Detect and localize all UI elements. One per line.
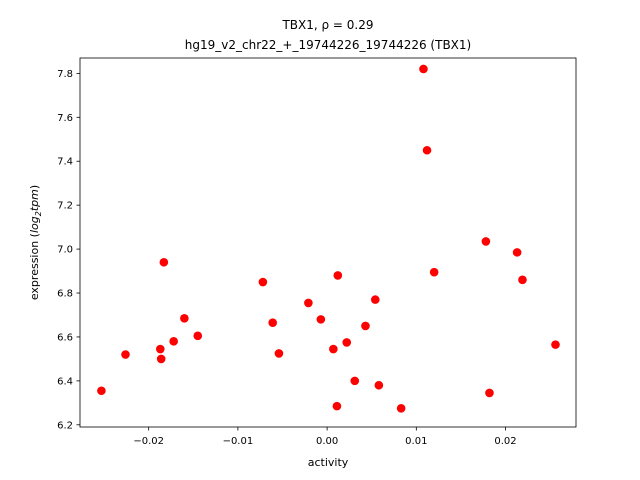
data-point xyxy=(155,344,165,354)
data-point xyxy=(342,338,352,347)
y-tick-label: 6.2 xyxy=(57,420,73,431)
data-point xyxy=(551,340,560,349)
y-tick-label: 7.0 xyxy=(57,245,73,256)
data-point xyxy=(121,350,130,359)
y-tick-label: 7.6 xyxy=(57,113,73,124)
x-tick-label: −0.01 xyxy=(223,436,254,447)
data-point xyxy=(156,354,166,364)
chart-subtitle: hg19_v2_chr22_+_19744226_19744226 (TBX1) xyxy=(185,38,471,52)
plot-background xyxy=(80,58,576,427)
data-point xyxy=(169,337,178,346)
data-point xyxy=(419,64,428,74)
data-point xyxy=(370,295,380,304)
y-tick-label: 7.2 xyxy=(57,201,73,212)
data-point xyxy=(422,145,432,155)
data-point xyxy=(332,401,342,411)
data-point xyxy=(304,298,313,308)
plot-frame xyxy=(79,57,577,428)
data-points xyxy=(97,64,560,413)
data-point xyxy=(329,344,338,354)
x-tick-label: −0.02 xyxy=(133,436,164,447)
y-axis: 6.2 6.4 6.6 6.8 7.0 7.2 7.4 7.6 7.8 xyxy=(57,69,80,431)
data-point xyxy=(429,267,439,277)
x-tick-label: 0.02 xyxy=(494,436,516,447)
data-point xyxy=(374,380,384,390)
y-tick-label: 7.4 xyxy=(57,157,73,168)
x-tick-label: 0.00 xyxy=(316,436,338,447)
data-point xyxy=(316,315,326,324)
y-axis-label-tpm: tpm xyxy=(28,189,41,211)
plot-area xyxy=(80,58,576,427)
data-point xyxy=(180,313,189,323)
data-point xyxy=(396,404,406,413)
y-axis-label-log: log xyxy=(28,216,41,233)
x-tick-label: 0.01 xyxy=(405,436,427,447)
data-point xyxy=(481,237,491,246)
y-tick-label: 6.6 xyxy=(57,332,73,343)
data-point xyxy=(485,388,494,398)
data-point xyxy=(274,349,284,358)
y-axis-label: expression (log2tpm) xyxy=(28,185,43,300)
data-point xyxy=(518,275,527,285)
x-axis-label: activity xyxy=(308,456,349,469)
y-tick-label: 6.8 xyxy=(57,289,73,300)
y-axis-label-suffix: ) xyxy=(28,185,41,189)
y-tick-label: 6.4 xyxy=(57,376,73,387)
y-tick-label: 7.8 xyxy=(57,69,73,80)
data-point xyxy=(350,376,360,386)
data-point xyxy=(333,271,343,280)
data-point xyxy=(258,277,268,287)
chart-title: TBX1, ρ = 0.29 xyxy=(281,18,373,32)
data-point xyxy=(193,331,203,341)
y-axis-label-prefix: expression ( xyxy=(28,233,41,300)
data-point xyxy=(268,318,277,327)
x-axis: −0.02 −0.01 0.00 0.01 0.02 xyxy=(133,427,517,447)
data-point xyxy=(159,257,169,267)
data-point xyxy=(512,248,522,257)
data-point xyxy=(361,321,370,331)
data-point xyxy=(97,386,106,396)
y-axis-label-subscript: 2 xyxy=(34,211,43,216)
